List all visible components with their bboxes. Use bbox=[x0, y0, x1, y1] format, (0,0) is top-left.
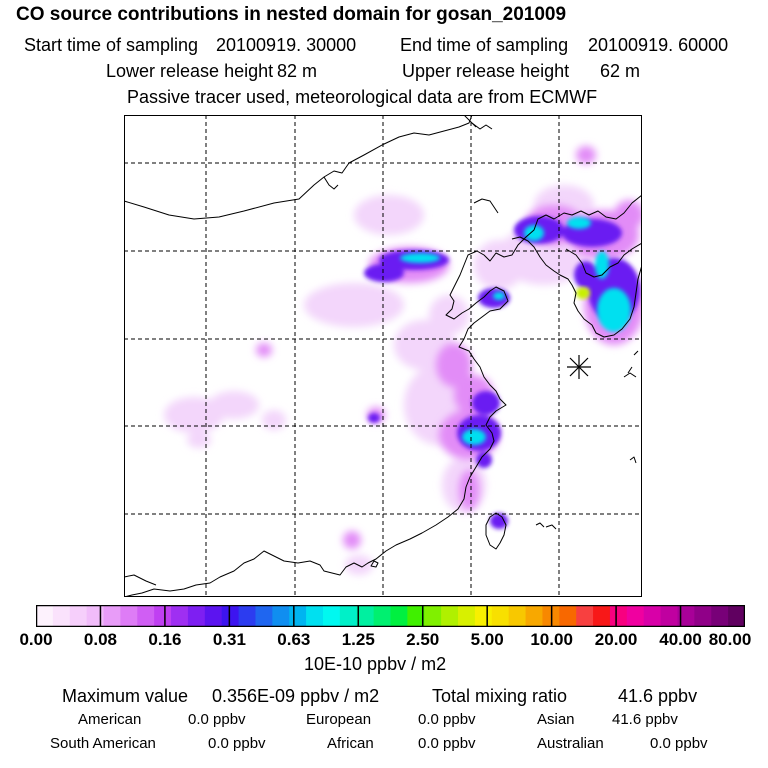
colorbar-cell bbox=[626, 605, 645, 627]
map-frame bbox=[124, 115, 642, 597]
colorbar-cell bbox=[238, 605, 257, 627]
colorbar-tick-label: 5.00 bbox=[470, 630, 504, 649]
lower-release-height-label: Lower release height bbox=[106, 61, 274, 81]
colorbar-cell bbox=[289, 605, 307, 627]
region-name: South American bbox=[50, 735, 156, 752]
region-name: Asian bbox=[537, 711, 575, 728]
colorbar-tick-label: 0.00 bbox=[19, 630, 53, 649]
colorbar-cell bbox=[137, 605, 155, 627]
region-name: African bbox=[327, 735, 374, 752]
tracer-note: Passive tracer used, meteorological data… bbox=[127, 87, 598, 107]
colorbar-cell bbox=[306, 605, 324, 627]
plot-title: CO source contributions in nested domain… bbox=[16, 4, 567, 25]
upper-release-height-value: 62 m bbox=[600, 61, 641, 81]
colorbar-cell bbox=[559, 605, 577, 627]
colorbar-cell bbox=[373, 605, 392, 627]
colorbar-cell bbox=[593, 605, 611, 627]
colorbar-cell bbox=[69, 605, 88, 627]
colorbar-tick-label: 2.50 bbox=[406, 630, 440, 649]
colorbar-tick-label: 80.00 bbox=[708, 630, 752, 649]
colorbar-cell bbox=[154, 605, 172, 627]
region-name: American bbox=[78, 711, 142, 728]
max-value: 0.356E-09 ppbv / m2 bbox=[212, 686, 380, 706]
colorbar-cell bbox=[508, 605, 527, 627]
end-time-value: 20100919. 60000 bbox=[588, 35, 729, 55]
colorbar-cell bbox=[694, 605, 712, 627]
colorbar-tick-label: 20.00 bbox=[594, 630, 638, 649]
colorbar-cell bbox=[171, 605, 189, 627]
colorbar-cell bbox=[407, 605, 425, 627]
region-value: 0.0 ppbv bbox=[650, 735, 708, 752]
colorbar-cell bbox=[36, 605, 54, 627]
colorbar-cell bbox=[441, 605, 459, 627]
colorbar-units: 10E-10 ppbv / m2 bbox=[304, 654, 447, 674]
asterisk-icon bbox=[567, 355, 591, 379]
lat-lon-grid bbox=[124, 115, 642, 597]
colorbar-cell bbox=[711, 605, 729, 627]
lower-release-height-value: 82 m bbox=[277, 61, 318, 81]
colorbar-tick-label: 0.16 bbox=[148, 630, 182, 649]
colorbar-cell bbox=[204, 605, 223, 627]
colorbar-cell bbox=[576, 605, 594, 627]
coastlines bbox=[124, 115, 642, 597]
colorbar-tick-label: 40.00 bbox=[659, 630, 702, 649]
total-mixing-ratio-label: Total mixing ratio bbox=[432, 686, 568, 706]
region-name: European bbox=[306, 711, 372, 728]
colorbar-tick-label: 0.08 bbox=[83, 630, 117, 649]
colorbar-cell bbox=[103, 605, 121, 627]
colorbar-cell bbox=[474, 605, 493, 627]
colorbar-cell bbox=[660, 605, 679, 627]
contribution-field-max bbox=[576, 287, 590, 299]
colorbar-cell bbox=[120, 605, 138, 627]
colorbar-tick-label: 1.25 bbox=[341, 630, 375, 649]
colorbar-cell bbox=[728, 605, 745, 627]
region-value: 41.6 ppbv bbox=[612, 711, 678, 728]
colorbar bbox=[36, 605, 745, 627]
region-name: Australian bbox=[537, 735, 604, 752]
colorbar-cell bbox=[390, 605, 408, 627]
region-value: 0.0 ppbv bbox=[208, 735, 266, 752]
start-time-label: Start time of sampling bbox=[24, 35, 199, 55]
colorbar-cell bbox=[424, 605, 442, 627]
colorbar-cell bbox=[52, 605, 71, 627]
source-contribution-map bbox=[124, 115, 642, 597]
colorbar-tick-label: 0.31 bbox=[212, 630, 246, 649]
colorbar-tick-label: 0.63 bbox=[277, 630, 311, 649]
colorbar-cell bbox=[356, 605, 375, 627]
region-value: 0.0 ppbv bbox=[418, 711, 476, 728]
colorbar-cell bbox=[221, 605, 240, 627]
start-time-value: 20100919. 30000 bbox=[216, 35, 357, 55]
colorbar-cell bbox=[322, 605, 341, 627]
colorbar-cell bbox=[86, 605, 105, 627]
colorbar-cell bbox=[491, 605, 510, 627]
region-value: 0.0 ppbv bbox=[188, 711, 246, 728]
colorbar-cell bbox=[255, 605, 273, 627]
colorbar-cell bbox=[458, 605, 476, 627]
colorbar-cell bbox=[525, 605, 544, 627]
colorbar-tick-label: 10.00 bbox=[530, 630, 573, 649]
colorbar-cell bbox=[609, 605, 628, 627]
region-value: 0.0 ppbv bbox=[418, 735, 476, 752]
max-value-label: Maximum value bbox=[62, 686, 189, 706]
colorbar-cell bbox=[643, 605, 662, 627]
colorbar-cell bbox=[187, 605, 206, 627]
upper-release-height-label: Upper release height bbox=[402, 61, 570, 81]
total-mixing-ratio-value: 41.6 ppbv bbox=[618, 686, 698, 706]
colorbar-cell bbox=[272, 605, 290, 627]
colorbar-cell bbox=[677, 605, 695, 627]
end-time-label: End time of sampling bbox=[400, 35, 569, 55]
colorbar-cell bbox=[339, 605, 358, 627]
